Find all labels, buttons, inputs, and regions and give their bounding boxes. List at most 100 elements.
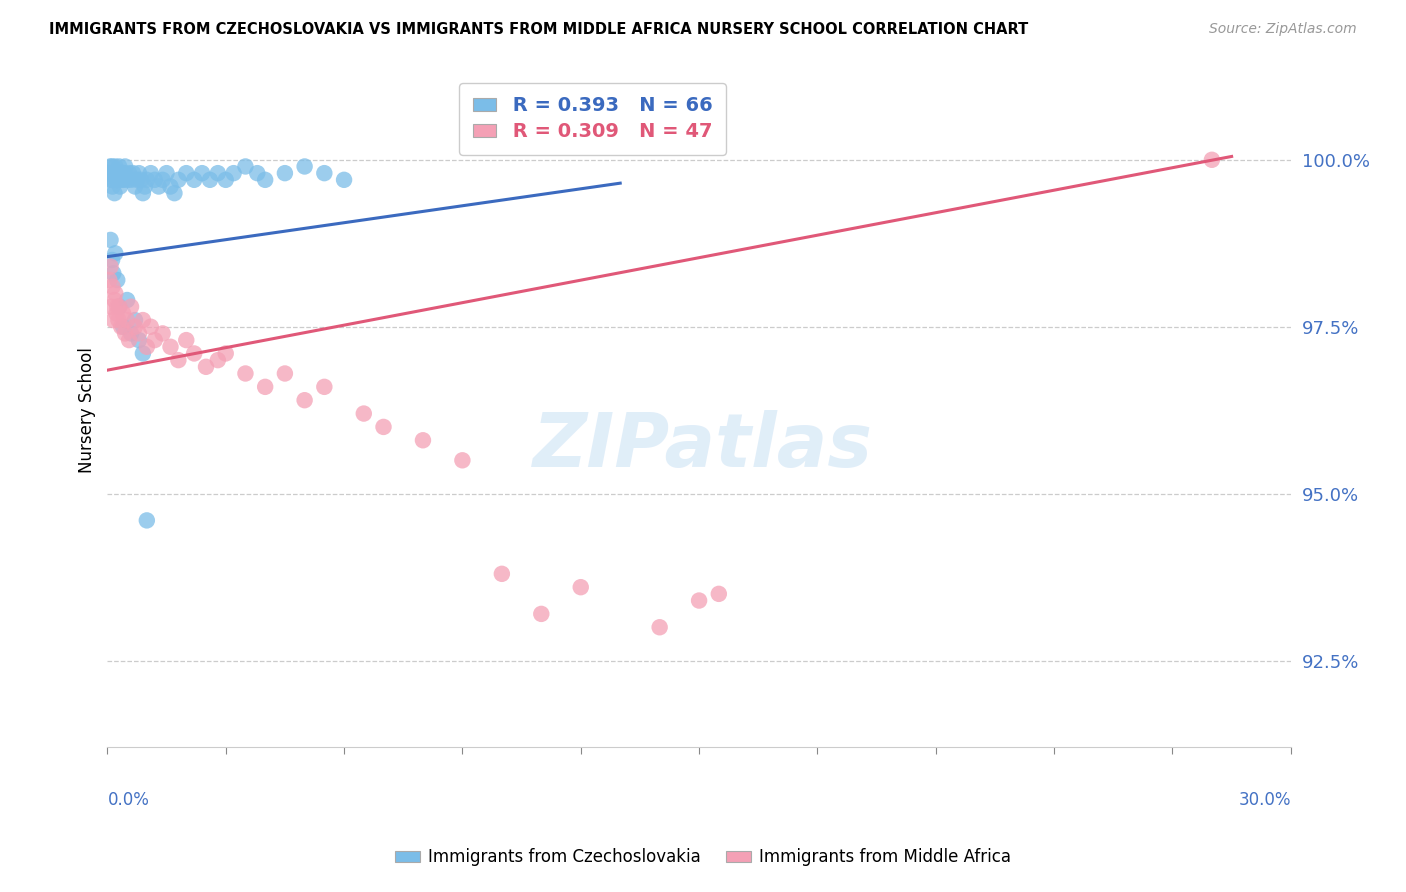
Legend: Immigrants from Czechoslovakia, Immigrants from Middle Africa: Immigrants from Czechoslovakia, Immigran… bbox=[388, 842, 1018, 873]
Point bbox=[135, 513, 157, 527]
Point bbox=[128, 166, 150, 180]
Point bbox=[174, 333, 197, 347]
Point bbox=[235, 160, 257, 174]
Point bbox=[159, 340, 181, 354]
Point bbox=[314, 380, 336, 394]
Point bbox=[108, 160, 131, 174]
Point bbox=[152, 326, 174, 341]
Legend:  R = 0.393   N = 66,  R = 0.309   N = 47: R = 0.393 N = 66, R = 0.309 N = 47 bbox=[460, 83, 725, 154]
Point bbox=[103, 313, 125, 327]
Point bbox=[98, 166, 121, 180]
Text: 30.0%: 30.0% bbox=[1239, 791, 1291, 809]
Point bbox=[132, 186, 155, 201]
Point bbox=[183, 346, 205, 360]
Point bbox=[100, 260, 122, 274]
Point bbox=[105, 306, 128, 320]
Point bbox=[294, 160, 316, 174]
Point bbox=[569, 580, 592, 594]
Point bbox=[101, 279, 124, 293]
Point bbox=[183, 173, 205, 187]
Point bbox=[491, 566, 513, 581]
Point bbox=[108, 179, 131, 194]
Text: ZIPatlas: ZIPatlas bbox=[533, 409, 873, 483]
Point bbox=[107, 166, 129, 180]
Point bbox=[235, 367, 257, 381]
Point bbox=[128, 326, 150, 341]
Point bbox=[128, 333, 150, 347]
Point bbox=[1201, 153, 1223, 167]
Point bbox=[530, 607, 553, 621]
Point bbox=[98, 160, 121, 174]
Point bbox=[215, 173, 238, 187]
Point bbox=[101, 179, 124, 194]
Point bbox=[103, 186, 125, 201]
Point bbox=[152, 173, 174, 187]
Point bbox=[373, 420, 395, 434]
Point bbox=[104, 286, 127, 301]
Point bbox=[167, 353, 190, 368]
Point bbox=[195, 359, 218, 374]
Point bbox=[215, 346, 238, 360]
Point bbox=[353, 407, 375, 421]
Point bbox=[174, 166, 197, 180]
Point bbox=[115, 173, 138, 187]
Point bbox=[105, 273, 128, 287]
Point bbox=[222, 166, 245, 180]
Point bbox=[707, 587, 730, 601]
Point bbox=[120, 173, 142, 187]
Point bbox=[110, 319, 132, 334]
Point bbox=[111, 166, 134, 180]
Point bbox=[191, 166, 214, 180]
Point bbox=[207, 166, 229, 180]
Point bbox=[103, 266, 125, 280]
Point bbox=[112, 306, 135, 320]
Point bbox=[103, 166, 125, 180]
Point bbox=[114, 160, 136, 174]
Point bbox=[688, 593, 710, 607]
Point bbox=[124, 179, 146, 194]
Point bbox=[274, 166, 297, 180]
Point bbox=[105, 166, 128, 180]
Point bbox=[198, 173, 221, 187]
Point bbox=[115, 313, 138, 327]
Point bbox=[648, 620, 671, 634]
Point bbox=[207, 353, 229, 368]
Point bbox=[108, 300, 131, 314]
Point bbox=[254, 173, 277, 187]
Point bbox=[167, 173, 190, 187]
Point bbox=[108, 300, 131, 314]
Point bbox=[135, 340, 157, 354]
Y-axis label: Nursery School: Nursery School bbox=[79, 347, 96, 473]
Point bbox=[103, 293, 125, 307]
Point bbox=[118, 333, 141, 347]
Point bbox=[100, 166, 122, 180]
Point bbox=[101, 160, 124, 174]
Point bbox=[254, 380, 277, 394]
Point bbox=[105, 173, 128, 187]
Point bbox=[98, 273, 121, 287]
Point bbox=[143, 173, 166, 187]
Point bbox=[155, 166, 177, 180]
Point bbox=[112, 173, 135, 187]
Point bbox=[107, 313, 129, 327]
Point bbox=[110, 173, 132, 187]
Point bbox=[120, 300, 142, 314]
Point bbox=[101, 252, 124, 267]
Point bbox=[105, 300, 128, 314]
Point bbox=[100, 300, 122, 314]
Point bbox=[104, 246, 127, 260]
Point bbox=[139, 319, 162, 334]
Point bbox=[132, 346, 155, 360]
Point bbox=[246, 166, 269, 180]
Point bbox=[451, 453, 474, 467]
Point bbox=[120, 326, 142, 341]
Point bbox=[118, 166, 141, 180]
Point bbox=[112, 166, 135, 180]
Point bbox=[112, 319, 135, 334]
Point bbox=[314, 166, 336, 180]
Point bbox=[139, 166, 162, 180]
Point bbox=[125, 173, 148, 187]
Point bbox=[104, 160, 127, 174]
Point bbox=[129, 173, 152, 187]
Point bbox=[148, 179, 170, 194]
